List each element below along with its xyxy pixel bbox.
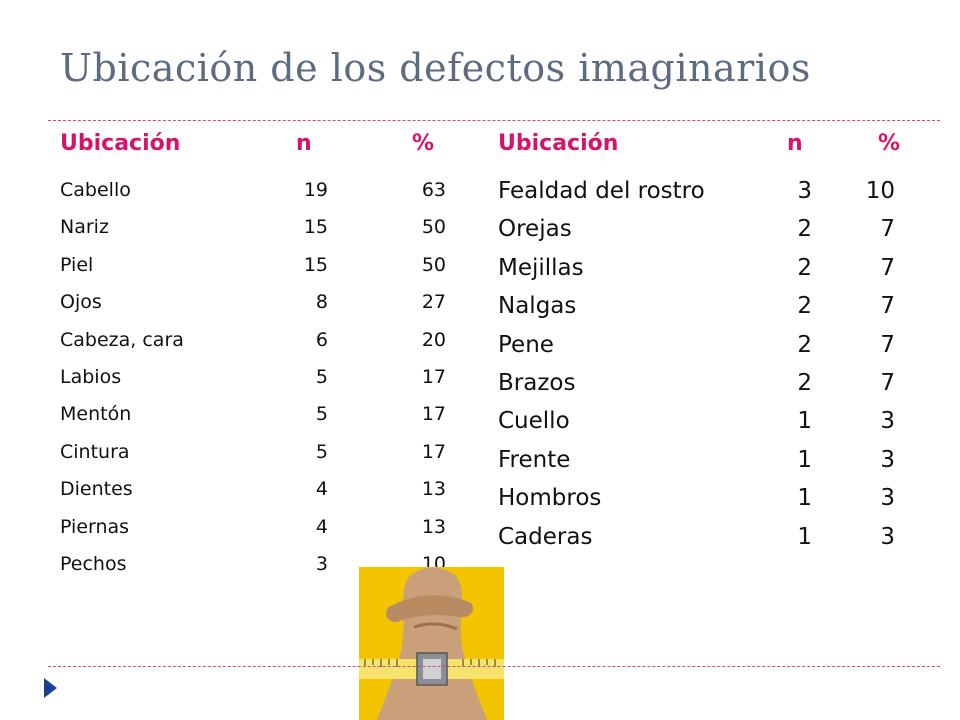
left-row-pct: 27 (421, 291, 446, 314)
right-header-n: n (787, 131, 803, 156)
right-row-location: Brazos (498, 370, 576, 396)
slide-title: Ubicación de los defectos imaginarios (60, 46, 811, 90)
left-row-location: Ojos (60, 291, 102, 314)
left-row-pct: 17 (421, 403, 446, 426)
top-divider (48, 120, 940, 121)
right-row-location: Orejas (498, 216, 572, 243)
right-row-pct: 3 (880, 485, 895, 512)
left-row-n: 15 (303, 253, 328, 276)
left-row-n: 4 (315, 515, 328, 538)
left-row-pct: 13 (421, 478, 446, 501)
right-row-pct: 3 (880, 446, 895, 473)
left-header-n: n (296, 131, 312, 156)
right-row-pct: 7 (880, 331, 895, 358)
right-row-n: 2 (797, 331, 812, 358)
triangle-bullet-icon (44, 678, 57, 698)
measuring-tape-photo (359, 567, 504, 720)
left-row-location: Cabeza, cara (60, 328, 184, 351)
right-row-pct: 10 (865, 178, 895, 204)
left-row-pct: 50 (421, 216, 446, 239)
right-row-n: 1 (797, 446, 812, 473)
left-row-pct: 13 (421, 515, 446, 538)
right-header-location: Ubicación (498, 131, 619, 156)
left-row-location: Piel (60, 253, 94, 276)
right-row-pct: 7 (880, 370, 895, 396)
left-header-location: Ubicación (60, 131, 181, 156)
left-header-pct: % (412, 131, 435, 156)
left-row-pct: 17 (421, 366, 446, 388)
left-row-n: 5 (315, 440, 328, 463)
left-row-pct: 17 (421, 440, 446, 463)
right-row-location: Nalgas (498, 293, 577, 320)
left-row-location: Pechos (60, 553, 127, 575)
right-header-pct: % (878, 131, 901, 156)
right-row-n: 2 (797, 370, 812, 396)
right-row-pct: 7 (880, 216, 895, 243)
right-row-location: Pene (498, 331, 554, 358)
right-row-location: Mejillas (498, 254, 584, 281)
right-row-pct: 7 (880, 293, 895, 320)
left-row-pct: 50 (421, 253, 446, 276)
right-row-pct: 3 (880, 408, 895, 435)
left-row-n: 5 (315, 403, 328, 426)
left-row-n: 8 (315, 291, 328, 314)
right-row-location: Fealdad del rostro (498, 178, 705, 204)
left-row-n: 19 (303, 179, 328, 201)
right-row-n: 1 (797, 485, 812, 512)
left-row-location: Piernas (60, 515, 130, 538)
right-row-n: 2 (797, 293, 812, 320)
right-row-pct: 3 (880, 523, 895, 550)
left-row-pct: 63 (421, 179, 446, 201)
right-row-n: 1 (797, 523, 812, 550)
left-row-n: 15 (303, 216, 328, 239)
left-row-n: 6 (315, 328, 328, 351)
left-row-pct: 20 (421, 328, 446, 351)
right-row-location: Cuello (498, 408, 570, 435)
right-row-location: Frente (498, 446, 571, 473)
right-row-n: 1 (797, 408, 812, 435)
right-row-location: Caderas (498, 523, 593, 550)
left-row-location: Cabello (60, 179, 131, 201)
bottom-divider (48, 666, 940, 667)
left-row-n: 5 (315, 366, 328, 388)
right-row-pct: 7 (880, 254, 895, 281)
left-row-location: Dientes (60, 478, 133, 501)
right-row-n: 3 (797, 178, 812, 204)
left-row-n: 4 (315, 478, 328, 501)
left-row-location: Mentón (60, 403, 132, 426)
left-row-location: Nariz (60, 216, 109, 239)
right-row-n: 2 (797, 216, 812, 243)
right-row-location: Hombros (498, 485, 602, 512)
left-row-location: Labios (60, 366, 122, 388)
left-row-n: 3 (315, 553, 328, 575)
left-row-location: Cintura (60, 440, 130, 463)
right-row-n: 2 (797, 254, 812, 281)
